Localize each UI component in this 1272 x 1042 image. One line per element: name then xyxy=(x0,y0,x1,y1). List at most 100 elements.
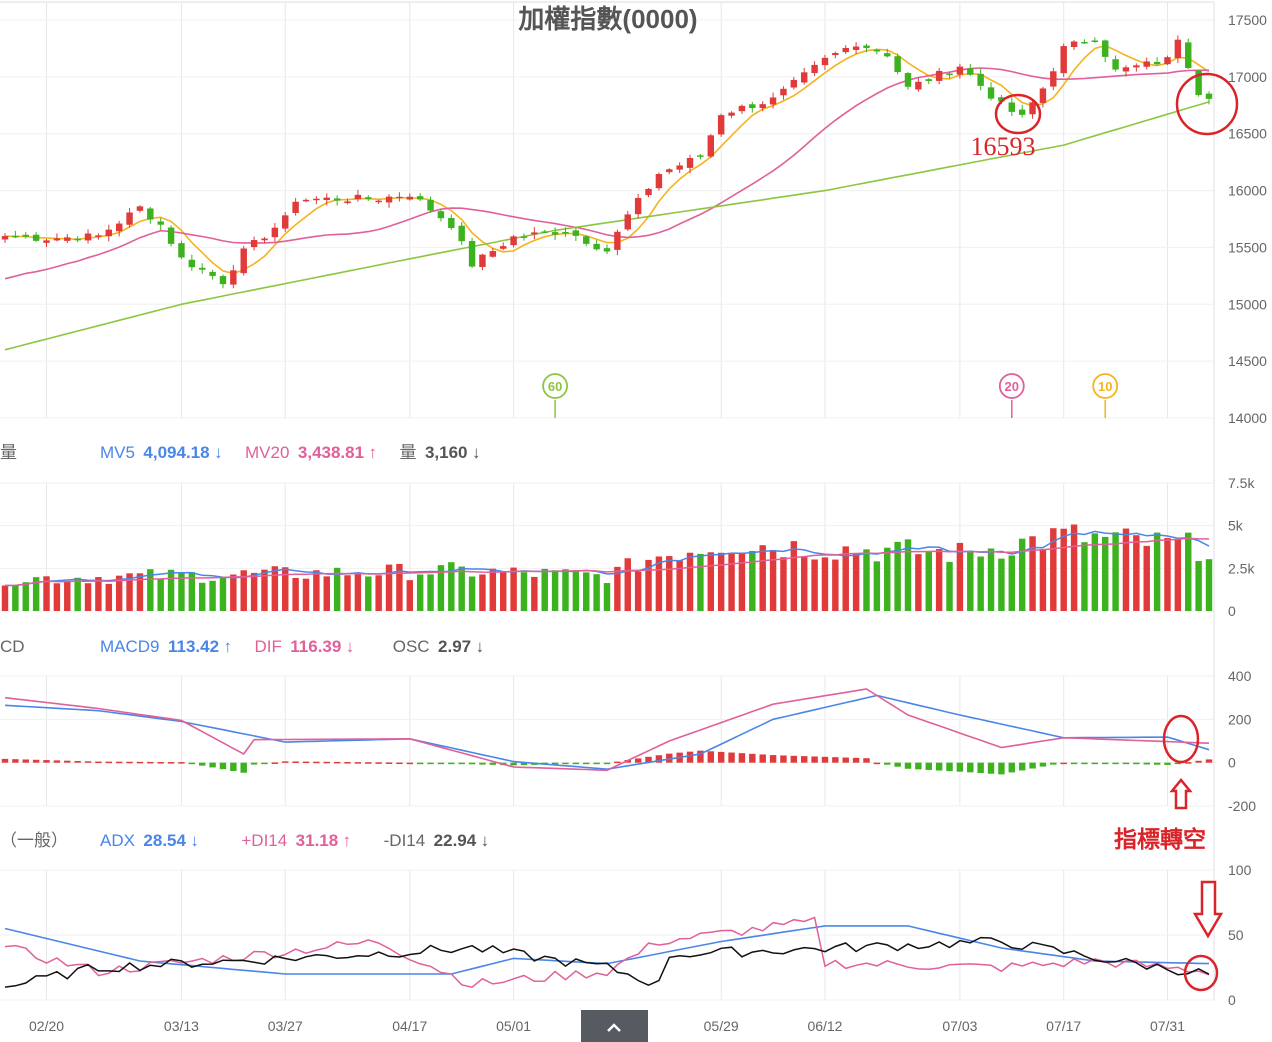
volume-bar xyxy=(126,573,133,611)
volume-bar xyxy=(22,582,29,611)
osc-bar xyxy=(769,755,777,763)
candle-body xyxy=(967,68,974,75)
candle-body xyxy=(178,243,185,258)
volume-bar xyxy=(728,553,735,611)
volume-bar xyxy=(1185,532,1192,611)
candle-body xyxy=(479,254,486,268)
dmi-cross-circle xyxy=(1183,954,1219,992)
macd-osc-bars xyxy=(1,750,1213,775)
osc-bar xyxy=(1101,762,1109,765)
volume-bar xyxy=(1143,545,1150,611)
volume-bar xyxy=(375,575,382,611)
volume-bar xyxy=(230,574,237,611)
low-value-label: 16593 xyxy=(971,132,1036,161)
mdi-arrow: ↓ xyxy=(481,831,490,850)
candle-body xyxy=(998,97,1005,102)
volume-bar xyxy=(873,561,881,611)
osc-bar xyxy=(230,762,237,771)
osc-bar xyxy=(1029,762,1036,769)
candle-body xyxy=(697,155,704,157)
osc-bar xyxy=(603,762,611,765)
osc-bar xyxy=(1039,762,1047,767)
volume-bar xyxy=(32,577,40,611)
osc-bar xyxy=(126,761,133,764)
candle-body xyxy=(1112,59,1119,70)
ma-badge-label: 20 xyxy=(1005,379,1019,394)
volume-bar xyxy=(64,581,71,611)
volume-bar xyxy=(1205,559,1213,611)
volume-bar xyxy=(551,570,559,611)
candle-body xyxy=(780,88,787,96)
candle-body xyxy=(1050,71,1057,87)
osc-bar xyxy=(105,761,113,764)
candle-body xyxy=(427,199,434,211)
macd-cross-circle xyxy=(1162,714,1200,764)
osc-bar xyxy=(728,752,735,763)
y-tick-label: 14000 xyxy=(1228,410,1267,426)
scroll-up-button[interactable] xyxy=(581,1010,648,1042)
osc-bar xyxy=(614,761,621,764)
y-tick-label: 0 xyxy=(1228,992,1236,1008)
candle-body xyxy=(126,212,133,225)
volume-bar xyxy=(686,552,694,611)
volume-bar xyxy=(271,566,279,611)
osc-bar xyxy=(489,762,497,765)
volume-bar xyxy=(115,575,123,611)
osc-bar xyxy=(1205,759,1213,763)
candle-body xyxy=(271,227,279,238)
macd-legend: CD MACD9 113.42 ↑ DIF 116.39 ↓ OSC 2.97 … xyxy=(0,637,484,656)
candle-body xyxy=(1195,70,1202,95)
candle-body xyxy=(562,231,569,234)
indicator-lines xyxy=(4,44,1210,989)
dif-line xyxy=(4,688,1210,772)
osc-bar xyxy=(406,762,414,765)
candle-body xyxy=(209,271,216,276)
volume-bar xyxy=(43,576,50,611)
osc-bar xyxy=(634,758,642,763)
volume-bar xyxy=(292,577,299,611)
osc-bar xyxy=(136,761,144,764)
y-axis-ticks: 14000 14500 15000 15500 16000 16500 17000 17500… xyxy=(1228,12,1267,1008)
candle-body xyxy=(1164,57,1171,65)
candle-body xyxy=(1101,40,1109,57)
volume-bar xyxy=(593,574,600,611)
candle-body xyxy=(53,238,61,241)
osc-bar xyxy=(1018,762,1026,771)
osc-bar xyxy=(468,762,476,765)
indicator-turn-label: 指標轉空 xyxy=(1114,826,1206,852)
osc-bar xyxy=(323,761,330,764)
vol-label: 量 xyxy=(399,443,416,462)
candle-body xyxy=(686,158,694,168)
candle-body xyxy=(624,214,631,230)
candle-body xyxy=(302,199,310,202)
volume-bar xyxy=(977,556,984,611)
volume-bar xyxy=(261,569,268,611)
candle-body xyxy=(396,196,403,199)
x-tick-label: 05/29 xyxy=(704,1018,739,1034)
volume-bar xyxy=(769,550,777,611)
osc-bar xyxy=(1174,762,1182,765)
macd-legend-name: CD xyxy=(0,637,25,656)
osc-bar xyxy=(863,758,870,763)
mv20-line xyxy=(4,537,1209,587)
ma-badge-circle xyxy=(998,373,1025,399)
volume-bar xyxy=(1091,533,1099,611)
volume-bar xyxy=(313,570,320,611)
osc-bar xyxy=(572,762,580,765)
y-tick-label: 2.5k xyxy=(1228,560,1255,576)
volume-bar xyxy=(1029,536,1036,611)
candle-body xyxy=(489,251,497,257)
volume-bar xyxy=(852,553,860,611)
volume-bar xyxy=(1008,555,1016,611)
volume-bar xyxy=(915,554,922,611)
y-tick-label: 400 xyxy=(1228,668,1252,684)
y-tick-label: 15500 xyxy=(1228,239,1267,255)
osc-bar xyxy=(271,762,279,764)
volume-legend-name: 量 xyxy=(0,443,17,462)
volume-bar xyxy=(780,557,787,611)
candle-body xyxy=(74,238,81,241)
volume-bar xyxy=(759,545,766,611)
volume-bar xyxy=(717,552,725,611)
volume-bar xyxy=(811,559,818,611)
